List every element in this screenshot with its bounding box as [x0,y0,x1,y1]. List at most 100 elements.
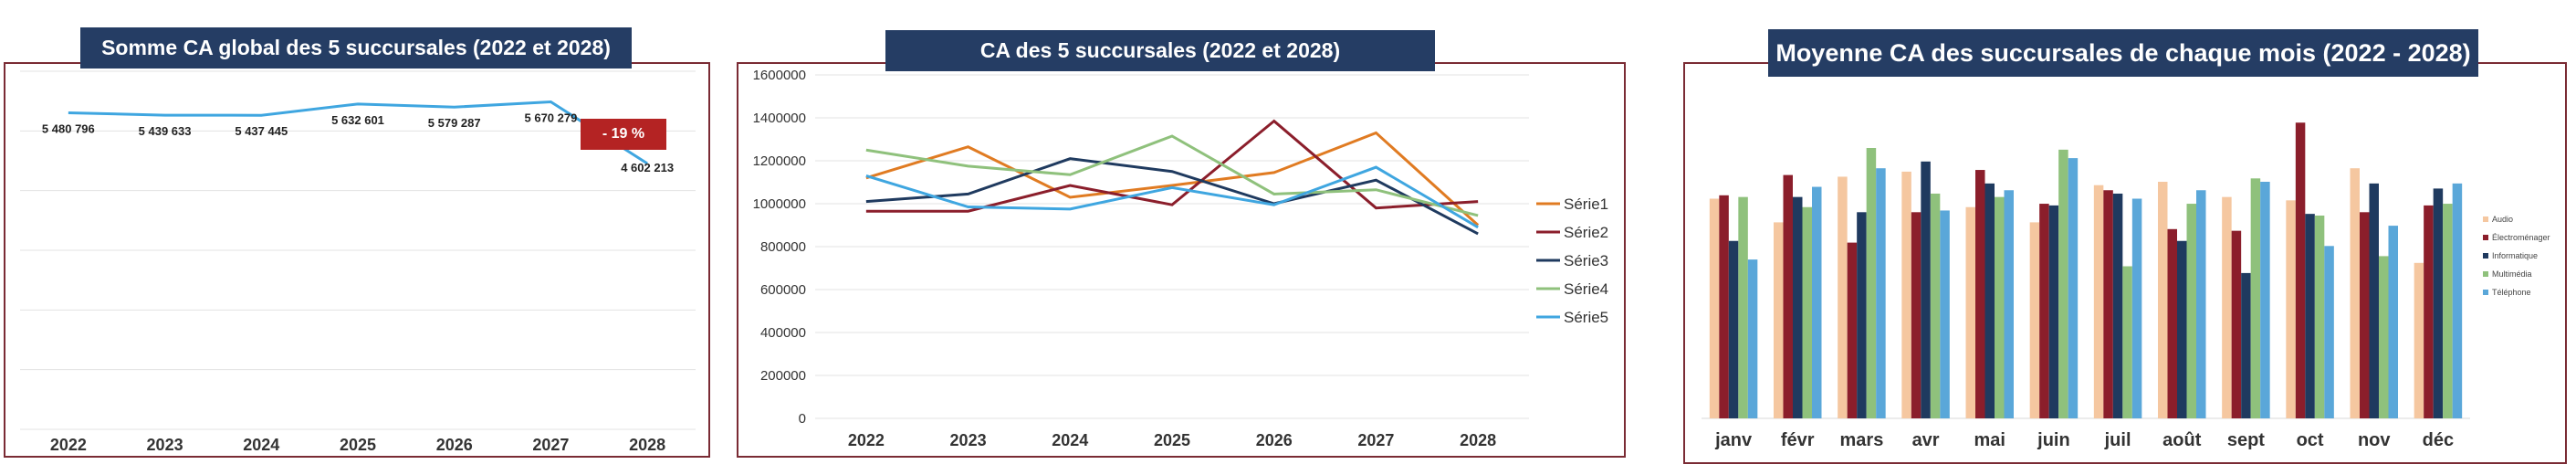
x-tick-label: mars [1840,430,1884,450]
x-tick-label: 2025 [340,436,376,454]
bar-1 [2286,200,2296,418]
bar-3 [2112,193,2123,418]
series-line-1 [865,131,1480,227]
bar-2 [1783,174,1793,418]
bar-5 [2131,198,2142,418]
bar-3 [2177,240,2187,418]
monthly-chart-title: Moyenne CA des succursales de chaque moi… [1768,29,2478,77]
legend-swatch [2483,216,2488,222]
branches-chart-title: CA des 5 succursales (2022 et 2028) [885,30,1435,71]
bar-3 [1921,161,1931,419]
legend-label: Multimédia [2492,269,2532,279]
legend-label: Série3 [1564,252,1608,269]
data-label: 5 480 796 [42,121,95,135]
x-tick-label: 2024 [243,436,279,454]
bar-5 [2452,183,2463,418]
bar-5 [1747,259,1758,418]
x-tick-label: oct [2297,430,2324,450]
bar-3 [2241,272,2251,418]
bar-2 [1719,195,1729,418]
bar-1 [1838,176,1848,418]
bar-1 [2414,262,2424,418]
x-tick-label: 2028 [1460,431,1496,449]
bar-1 [1901,171,1911,418]
bar-5 [2324,246,2334,418]
bar-5 [2068,158,2079,418]
bar-2 [2039,204,2049,418]
bar-3 [2305,214,2315,418]
bar-4 [1738,196,1748,418]
bar-2 [1911,212,1922,418]
bar-3 [2048,205,2059,418]
x-tick-label: 2023 [950,431,987,449]
x-tick-label: 2025 [1154,431,1190,449]
bar-1 [1774,222,1784,418]
series-line-5 [865,165,1479,229]
bar-4 [2314,216,2325,418]
series-line-total [68,100,648,165]
x-tick-label: 2027 [1357,431,1394,449]
bar-4 [2122,266,2132,418]
legend-label: Téléphone [2492,288,2531,297]
legend-label: Série4 [1564,280,1608,298]
bar-4 [2443,204,2453,418]
x-tick-label: juin [2037,430,2070,450]
bar-1 [2093,185,2104,418]
x-tick-label: déc [2423,430,2454,450]
bar-2 [1975,170,1985,419]
y-tick-label: 0 [799,411,806,427]
bar-4 [1930,193,1941,418]
bar-1 [1965,206,1975,418]
total-chart-title: Somme CA global des 5 succursales (2022 … [80,27,632,69]
y-tick-label: 1200000 [753,153,806,169]
x-tick-label: mai [1974,430,2005,450]
data-label: 5 579 287 [428,116,481,130]
bar-2 [2231,230,2242,418]
bar-3 [1728,240,1739,418]
y-tick-label: 200000 [760,368,806,384]
bar-5 [1876,168,1886,418]
data-label: 5 632 601 [331,113,384,127]
bar-2 [2360,212,2370,418]
bar-3 [1857,212,1867,418]
drop-badge: - 19 % [581,119,666,150]
bar-1 [2029,222,2040,418]
x-tick-label: 2028 [629,436,665,454]
series-line-4 [865,134,1479,217]
y-tick-label: 1000000 [753,196,806,212]
data-label: 5 439 633 [139,124,192,138]
x-tick-label: 2022 [50,436,87,454]
x-tick-label: 2023 [147,436,183,454]
bar-5 [2388,226,2398,418]
x-tick-label: févr [1781,430,1815,450]
y-tick-label: 400000 [760,325,806,341]
x-tick-label: juil [2104,430,2131,450]
bar-3 [2433,188,2444,418]
legend-swatch [2483,235,2488,240]
bar-5 [1940,210,1950,418]
bar-2 [2295,122,2306,418]
data-label: 5 670 279 [525,111,578,124]
bar-2 [2424,205,2434,418]
bar-2 [2103,190,2113,418]
series-line-3 [865,157,1479,236]
x-tick-label: nov [2358,430,2391,450]
bar-4 [1995,196,2005,418]
x-tick-label: avr [1912,430,1940,450]
legend-label: Informatique [2492,251,2538,260]
bar-4 [1802,206,1812,418]
bar-5 [2004,190,2014,418]
bar-2 [2167,228,2177,418]
bar-3 [2369,183,2379,418]
legend-label: Audio [2492,215,2513,224]
legend-swatch [2483,253,2488,259]
series-line-2 [865,119,1479,213]
y-tick-label: 1600000 [753,68,806,83]
bar-4 [2379,256,2389,418]
x-tick-label: sept [2227,430,2265,450]
y-tick-label: 600000 [760,282,806,298]
total-chart: 2022 2023 2024 2025 2026 2027 2028 5 480 796 5 4… [20,70,696,454]
bar-1 [2350,168,2360,418]
bar-4 [2058,149,2068,418]
branches-chart: 0 200000 400000 600000 800000 1000000 1200000 1… [753,68,1609,449]
